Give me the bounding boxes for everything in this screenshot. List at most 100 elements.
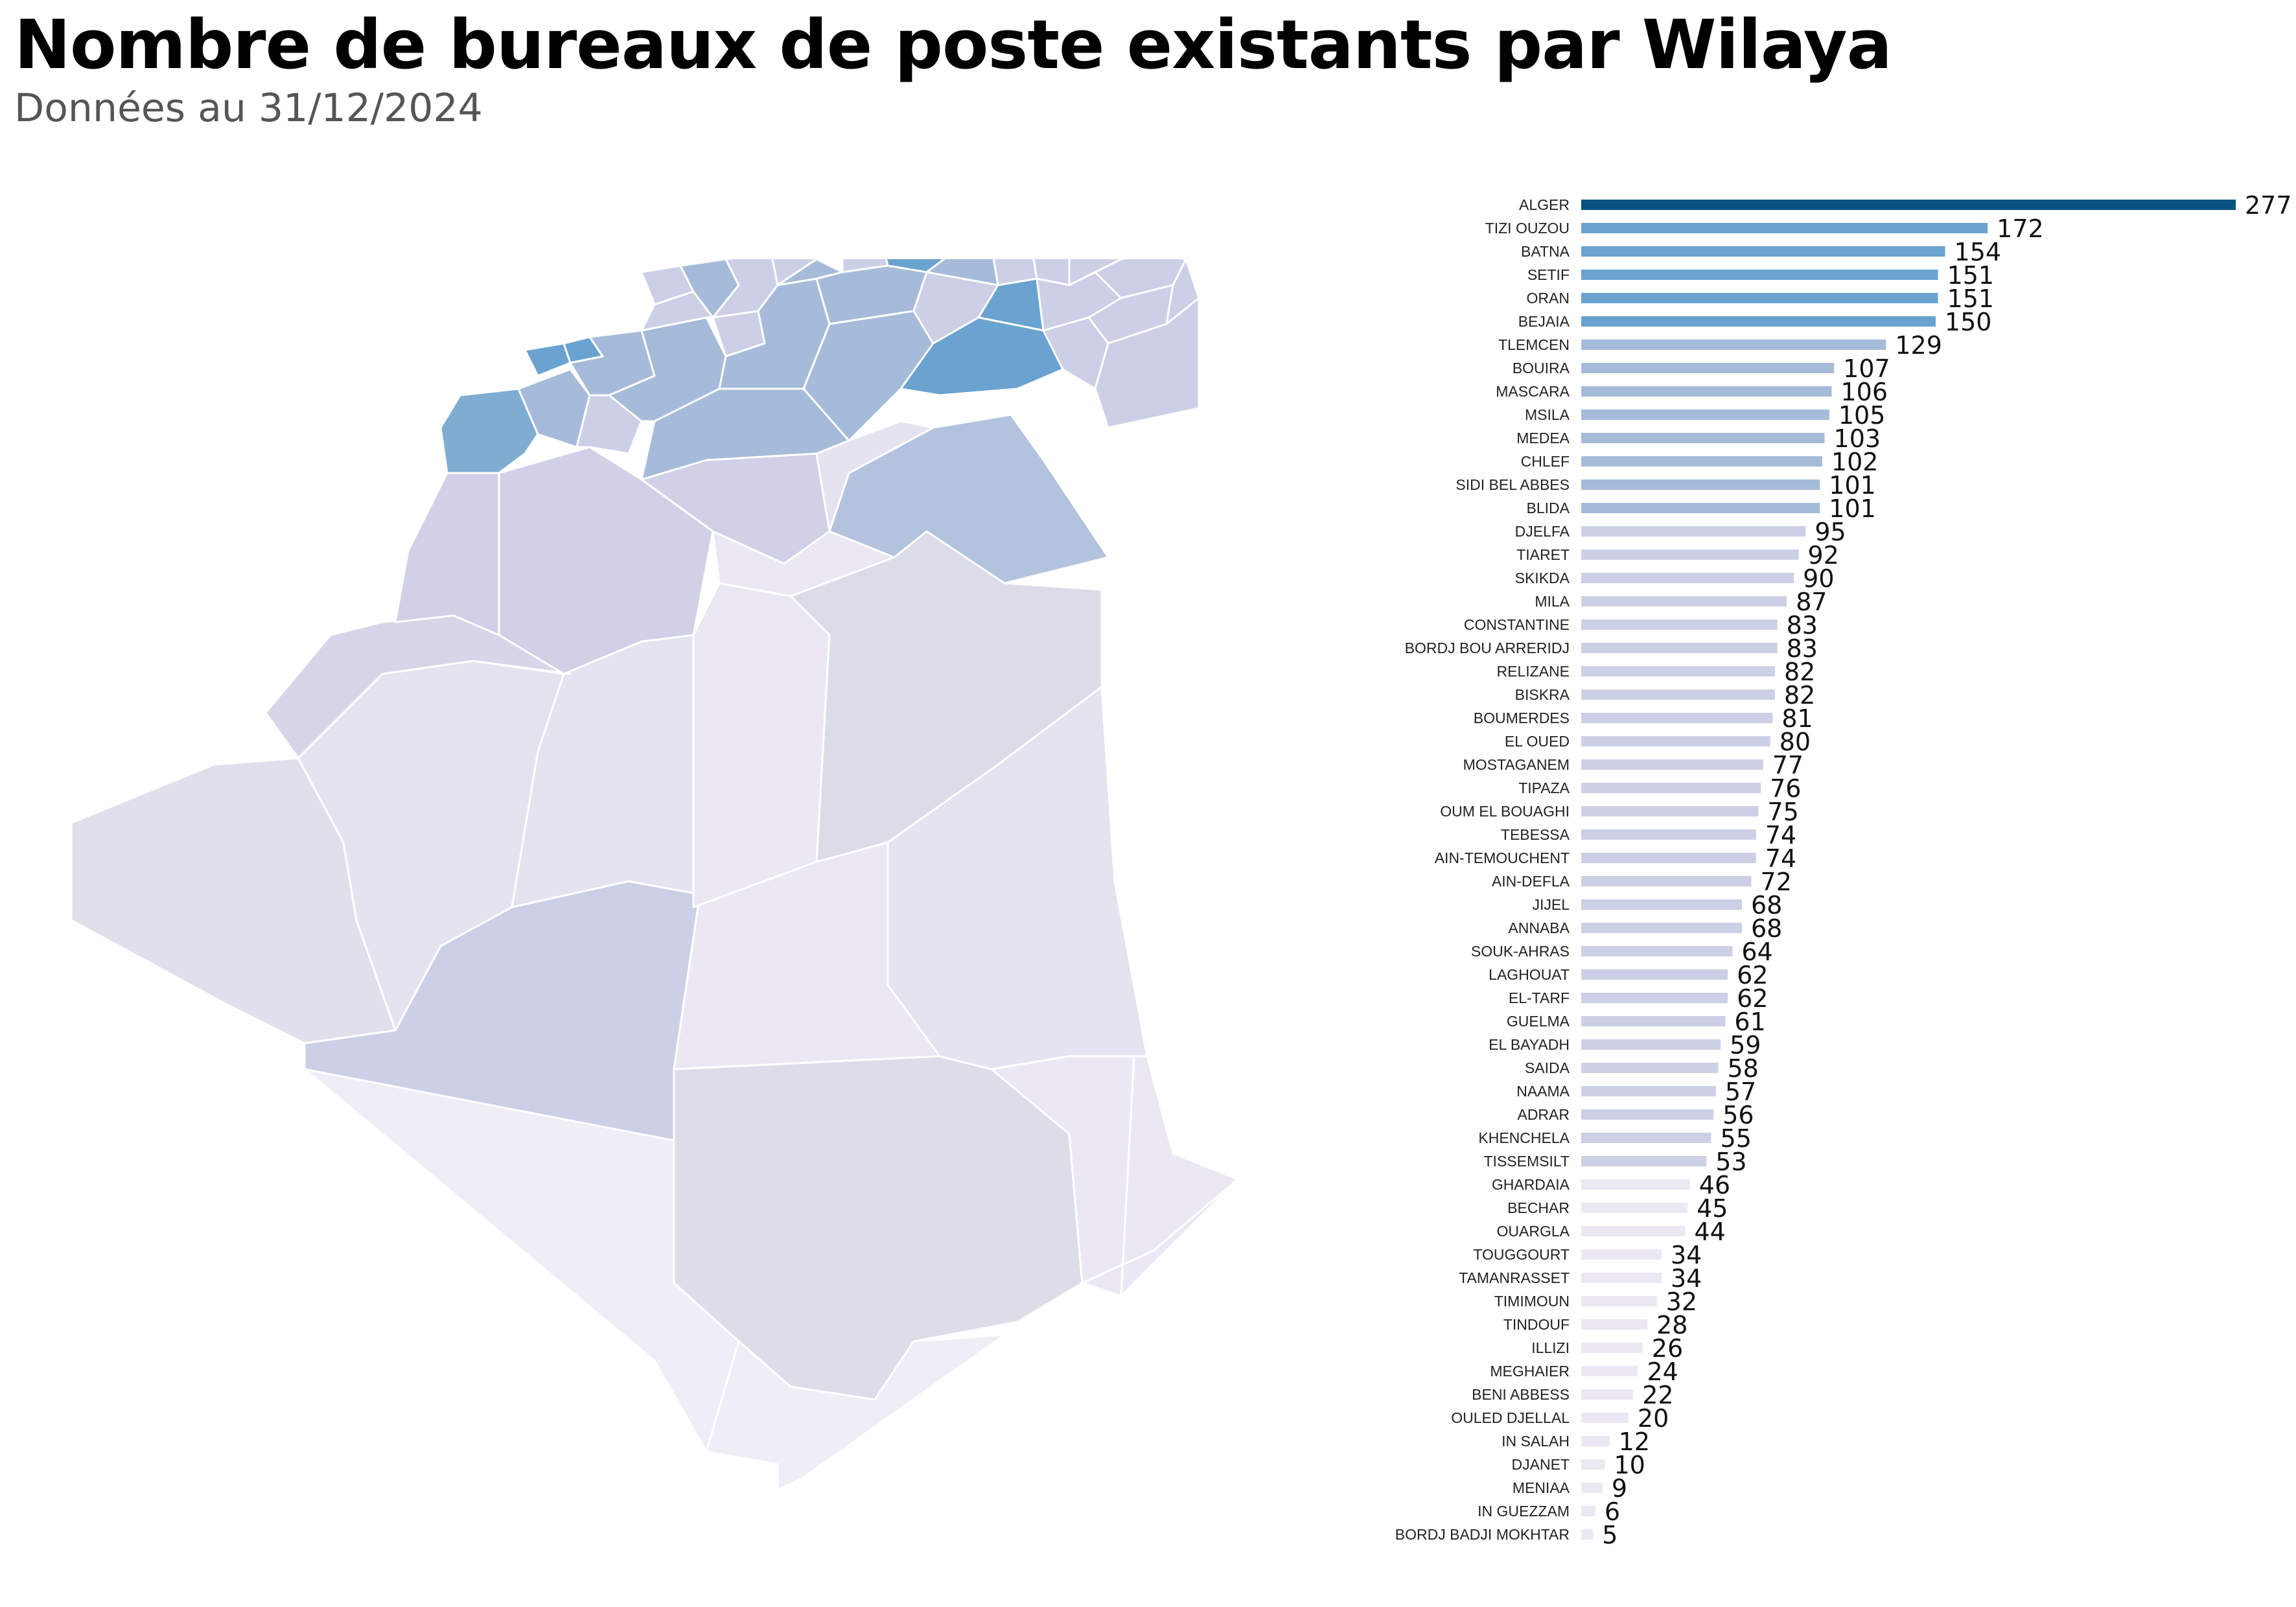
bar [1581,1039,1721,1050]
map-region-el-bayadh [498,446,714,675]
bar [1581,456,1822,467]
category-label: TIARET [1516,546,1570,563]
value-label: 68 [1751,914,1782,943]
category-label: AIN-DEFLA [1492,873,1570,890]
value-label: 74 [1765,844,1796,873]
category-label: BLIDA [1527,500,1570,516]
bar [1581,386,1832,397]
category-label: ILLIZI [1531,1339,1570,1356]
value-label: 5 [1602,1521,1618,1549]
bar [1581,410,1829,420]
category-label: TINDOUF [1503,1316,1570,1333]
value-label: 45 [1697,1194,1728,1223]
category-label: MEDEA [1516,430,1570,446]
bar [1581,1529,1594,1540]
category-label: DJELFA [1515,523,1570,540]
category-label: IN SALAH [1502,1433,1570,1450]
category-label: SETIF [1527,266,1570,283]
bar [1581,223,1988,233]
bar [1581,526,1806,537]
value-label: 107 [1843,354,1890,383]
value-label: 20 [1638,1404,1669,1433]
category-label: AIN-TEMOUCHENT [1435,850,1570,866]
category-label: IN GUEZZAM [1478,1503,1570,1520]
category-label: BECHAR [1507,1199,1570,1216]
value-label: 81 [1781,704,1813,733]
category-label: KHENCHELA [1478,1129,1570,1146]
bar [1581,806,1759,816]
bar [1581,503,1820,513]
value-label: 80 [1780,728,1811,756]
category-label: JIJEL [1532,896,1570,913]
value-label: 95 [1815,518,1846,546]
category-label: DJANET [1512,1456,1570,1473]
category-label: BORDJ BADJI MOKHTAR [1395,1526,1570,1543]
value-label: 172 [1997,214,2044,243]
bar [1581,993,1728,1003]
category-label: EL-TARF [1509,989,1570,1006]
category-label: TIZI OUZOU [1485,220,1570,237]
bar [1581,363,1835,373]
value-label: 53 [1715,1148,1746,1176]
category-label: MSILA [1525,406,1570,423]
value-label: 34 [1671,1241,1702,1269]
value-label: 6 [1605,1497,1620,1526]
bar [1581,969,1728,980]
bar [1581,783,1761,793]
value-label: 68 [1751,891,1782,919]
category-label: ORAN [1527,290,1570,306]
category-label: ANNABA [1508,919,1570,936]
bar [1581,1249,1662,1260]
value-label: 72 [1761,868,1792,896]
value-label: 57 [1725,1078,1756,1106]
map-region-khenchela [1042,316,1109,390]
category-label: SIDI BEL ABBES [1455,476,1570,493]
category-label: OUM EL BOUAGHI [1440,803,1570,820]
value-label: 83 [1787,611,1818,640]
bar [1581,619,1778,630]
algeria-choropleth-map [71,259,1239,1492]
value-label: 32 [1666,1288,1697,1316]
category-label: SOUK-AHRAS [1471,943,1570,960]
value-label: 102 [1831,448,1879,476]
category-label: CHLEF [1521,453,1570,470]
category-label: TLEMCEN [1498,336,1570,353]
bar [1581,829,1756,840]
bar [1581,1459,1605,1470]
value-label: 26 [1652,1334,1683,1363]
category-label: MASCARA [1496,383,1570,400]
value-label: 59 [1730,1031,1761,1059]
bar [1581,596,1787,607]
category-label: OULED DJELLAL [1451,1409,1570,1426]
map-region-batna [899,316,1064,397]
bar [1581,1413,1629,1423]
value-label: 22 [1642,1381,1673,1409]
category-label: BATNA [1521,243,1570,260]
value-label: 9 [1612,1474,1627,1503]
bar [1581,899,1742,910]
value-label: 56 [1722,1101,1754,1129]
bar [1581,946,1733,956]
bar [1581,853,1756,863]
value-label: 44 [1694,1218,1725,1246]
bar [1581,200,2236,210]
bar [1581,643,1778,653]
bar [1581,759,1763,770]
bar [1581,1016,1726,1026]
category-label: MOSTAGANEM [1463,756,1570,773]
bar [1581,1366,1638,1376]
bar [1581,316,1936,327]
map-region-meniaa [692,582,831,908]
value-label: 46 [1699,1171,1730,1199]
category-label: ADRAR [1517,1106,1570,1123]
value-label: 12 [1619,1428,1650,1456]
value-label: 83 [1787,634,1818,663]
category-label: TIMIMOUN [1494,1293,1570,1310]
category-label: BOUIRA [1513,360,1570,376]
category-label: BEJAIA [1518,313,1570,330]
bar [1581,1203,1688,1213]
value-label: 34 [1671,1264,1702,1293]
bar [1581,433,1825,443]
value-label: 92 [1807,541,1838,570]
value-label: 151 [1947,284,1995,313]
